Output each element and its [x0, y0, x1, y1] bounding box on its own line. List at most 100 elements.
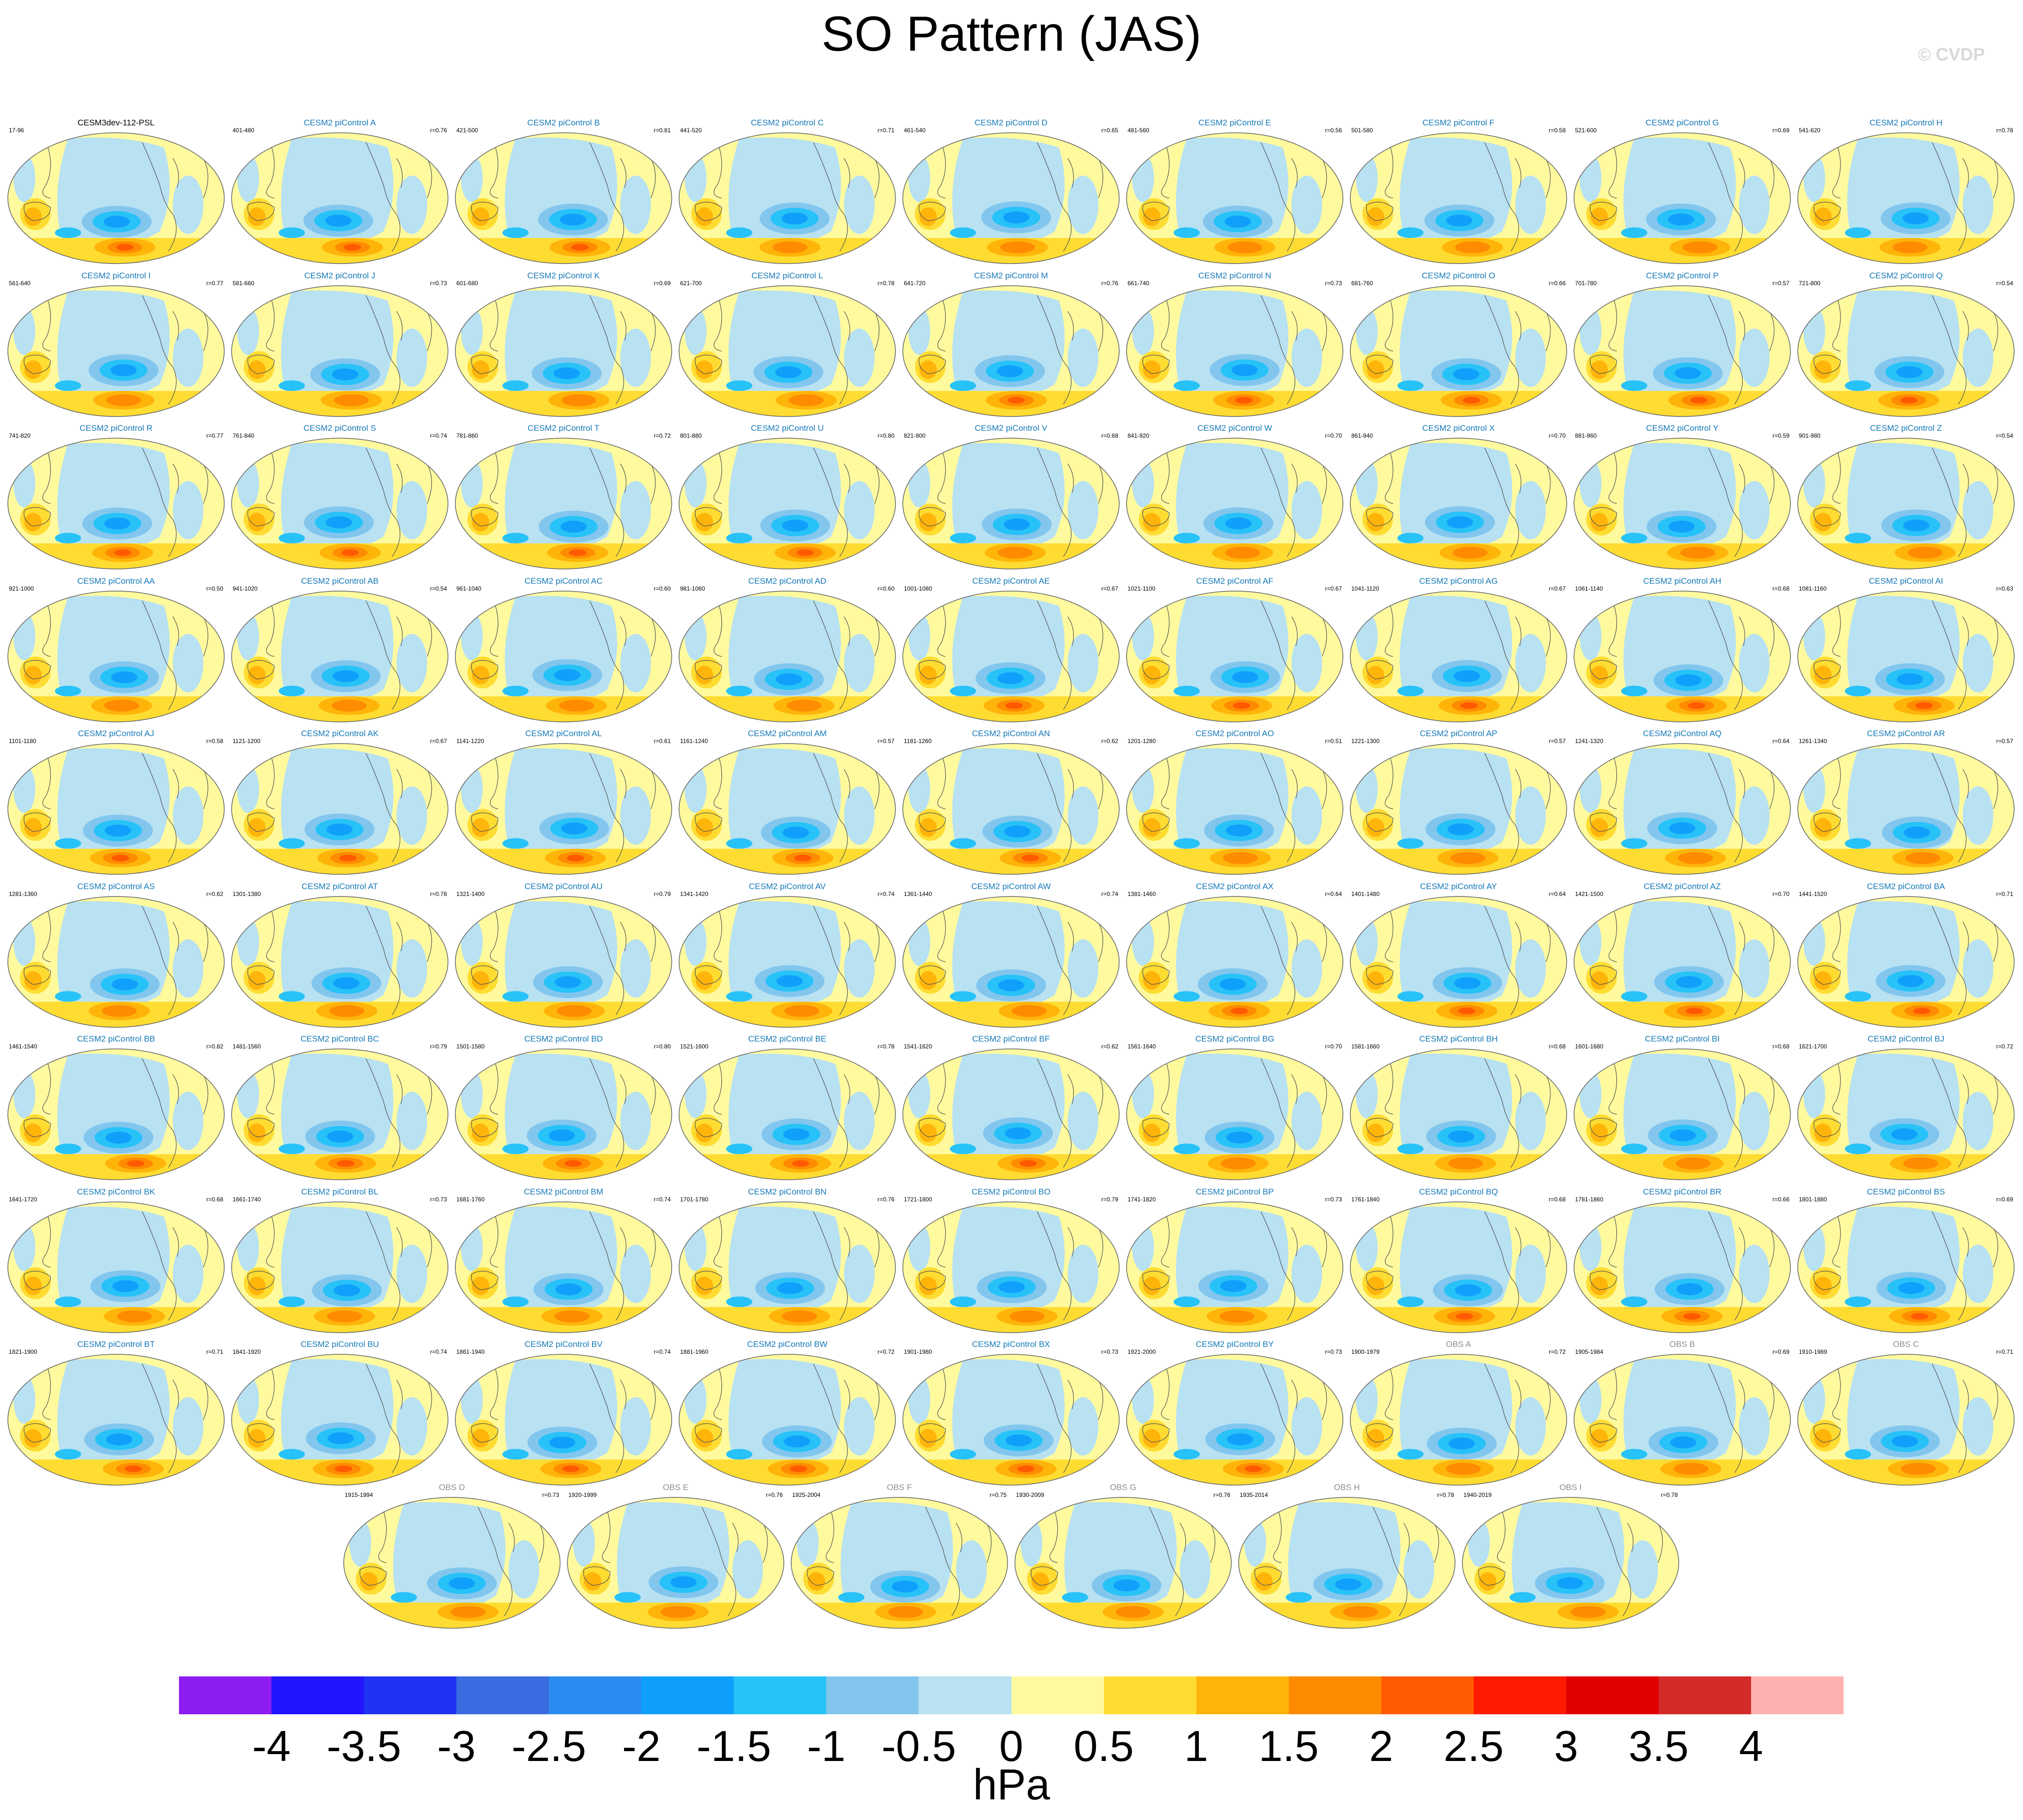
panel-title: CESM2 piControl N — [1198, 270, 1272, 280]
coastline-asia — [266, 295, 275, 352]
negative-anomaly-center — [1173, 380, 1200, 391]
coastline-asia — [266, 905, 275, 962]
negative-anomaly-region — [1132, 918, 1154, 966]
negative-anomaly-region — [461, 612, 483, 660]
negative-anomaly-center — [278, 1296, 305, 1307]
negative-anomaly-region — [1291, 1244, 1322, 1303]
map-panel: CESM2 piControl AD 981-1060 r=0.60 — [678, 576, 896, 724]
coastline-asia — [714, 1211, 722, 1268]
coastline-americas — [589, 600, 625, 710]
coastline-australia — [1366, 202, 1394, 221]
coastline-asia — [1832, 1058, 1841, 1115]
negative-anomaly-region — [1739, 481, 1770, 539]
panel-title: CESM2 piControl D — [974, 118, 1048, 127]
coastline-americas — [172, 1227, 179, 1257]
coastline-asia — [490, 295, 499, 352]
map-panel: CESM2 piControl BB 1461-1540 r=0.82 — [7, 1034, 225, 1182]
map-outline — [7, 895, 225, 1028]
panel-years: 1761-1840 — [1351, 1195, 1380, 1203]
panel-title: CESM2 piControl BT — [77, 1340, 155, 1349]
map-panel: CESM2 piControl AW 1361-1440 r=0.74 — [902, 882, 1120, 1029]
positive-anomaly-center — [1900, 396, 1918, 404]
psl-anomaly-map — [1574, 590, 1791, 722]
panel-years: 1681-1760 — [456, 1195, 485, 1203]
coastline-americas — [1962, 158, 1969, 188]
coastline-australia — [1590, 1118, 1617, 1137]
positive-anomaly-center — [1907, 546, 1943, 559]
positive-anomaly-center — [792, 1160, 809, 1167]
panel-pattern-correlation: r=0.54 — [1996, 432, 2013, 439]
negative-anomaly-region — [620, 786, 651, 845]
panel-pattern-correlation: r=0.50 — [206, 585, 223, 592]
negative-anomaly-region — [1515, 1397, 1546, 1456]
map-outline — [1574, 895, 1791, 1028]
panel-title: CESM2 piControl BH — [1419, 1034, 1498, 1044]
negative-anomaly-region — [396, 481, 427, 539]
positive-anomaly-center — [1227, 241, 1263, 254]
panel-title: CESM2 piControl BV — [524, 1340, 603, 1349]
negative-anomaly-center — [726, 380, 752, 391]
coastline-americas — [1067, 1379, 1074, 1409]
coastline-americas — [396, 1074, 403, 1104]
panel-years: 1221-1300 — [1351, 738, 1380, 745]
map-outline — [567, 1497, 784, 1629]
positive-anomaly-center — [888, 1606, 923, 1618]
coastline-americas — [1932, 295, 1967, 404]
negative-anomaly-center — [502, 380, 529, 391]
negative-anomaly-center — [502, 1296, 529, 1307]
positive-anomaly-center — [104, 699, 139, 712]
negative-anomaly-center — [549, 1436, 576, 1449]
negative-anomaly-region — [620, 328, 651, 387]
panel-title: CESM2 piControl Z — [1870, 423, 1942, 433]
panel-years: 1421-1500 — [1575, 890, 1604, 897]
coastline-asia — [937, 905, 946, 962]
coastline-asia — [1161, 753, 1170, 809]
coastline-asia — [1385, 142, 1394, 199]
panel-pattern-correlation: r=0.58 — [1548, 127, 1566, 134]
coastline-australia — [24, 354, 51, 374]
positive-anomaly-center — [557, 1005, 592, 1017]
psl-anomaly-map — [1126, 1201, 1343, 1333]
negative-anomaly-region — [13, 307, 35, 355]
map-outline — [1574, 590, 1791, 722]
positive-anomaly-center — [660, 1606, 696, 1618]
positive-anomaly-region — [695, 1276, 714, 1295]
negative-anomaly-center — [1003, 211, 1030, 224]
map-panel: CESM2 piControl Z 901-980 r=0.54 — [1797, 423, 2015, 571]
coastline-australia — [471, 965, 499, 985]
panel-years: 421-500 — [456, 127, 478, 134]
map-panel: CESM2 piControl AH 1061-1140 r=0.68 — [1573, 576, 1791, 724]
positive-anomaly-center — [997, 546, 1033, 559]
coastline-americas — [396, 616, 403, 646]
coastline-americas — [701, 1507, 737, 1616]
psl-anomaly-map — [902, 590, 1120, 722]
negative-anomaly-center — [777, 1282, 803, 1294]
negative-anomaly-region — [908, 307, 930, 355]
negative-anomaly-region — [620, 1092, 651, 1150]
coastline-americas — [1067, 311, 1074, 341]
coastline-asia — [714, 905, 722, 962]
panel-years: 1441-1520 — [1799, 890, 1827, 897]
positive-anomaly-center — [1675, 1157, 1711, 1170]
map-panel: CESM2 piControl C 441-520 r=0.71 — [678, 118, 896, 266]
coastline-asia — [714, 600, 722, 657]
positive-anomaly-region — [695, 1123, 714, 1142]
colorbar-segment — [826, 1676, 919, 1714]
panel-title: CESM2 piControl W — [1197, 423, 1273, 433]
negative-anomaly-center — [1621, 227, 1647, 238]
map-panel: CESM2 piControl AT 1301-1380 r=0.78 — [231, 882, 449, 1029]
coastline-australia — [919, 812, 946, 832]
positive-anomaly-center — [1892, 241, 1928, 254]
negative-anomaly-region — [1963, 633, 1993, 692]
negative-anomaly-region — [908, 918, 930, 966]
panel-title: CESM2 piControl A — [303, 118, 376, 127]
panel-years: 1925-2004 — [792, 1492, 821, 1498]
negative-anomaly-region — [844, 786, 875, 845]
panel-pattern-correlation: r=0.57 — [1996, 738, 2013, 745]
coastline-americas — [1738, 1227, 1745, 1257]
negative-anomaly-region — [173, 1397, 204, 1456]
negative-anomaly-center — [950, 1143, 976, 1154]
panel-years: 1181-1260 — [904, 738, 932, 745]
panel-title: CESM2 piControl O — [1422, 270, 1495, 280]
negative-anomaly-center — [726, 227, 752, 238]
